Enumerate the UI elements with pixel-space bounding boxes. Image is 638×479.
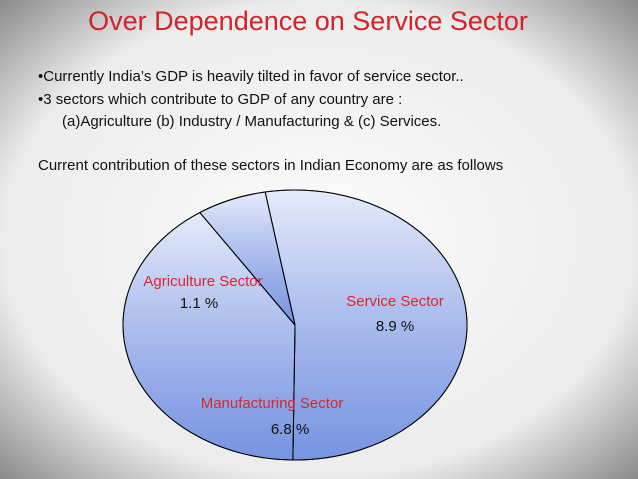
pie-slice-shade: [199, 191, 296, 326]
pie-slice-shade: [264, 189, 468, 461]
bullet: •3 sectors which contribute to GDP of an…: [38, 91, 403, 108]
intro-text: Current contribution of these sectors in…: [38, 157, 504, 174]
slice-label: Agriculture Sector: [143, 273, 262, 290]
bullet: (a)Agriculture (b) Industry / Manufactur…: [62, 113, 442, 130]
slice-label: Service Sector: [346, 293, 444, 310]
slide-title: Over Dependence on Service Sector: [88, 6, 528, 36]
value-label: 1.1 %: [180, 295, 218, 312]
slice-label: Manufacturing Sector: [201, 395, 344, 412]
value-label: 6.8 %: [271, 421, 309, 438]
bullet: •Currently India’s GDP is heavily tilted…: [38, 68, 464, 85]
value-label: 8.9 %: [376, 318, 414, 335]
